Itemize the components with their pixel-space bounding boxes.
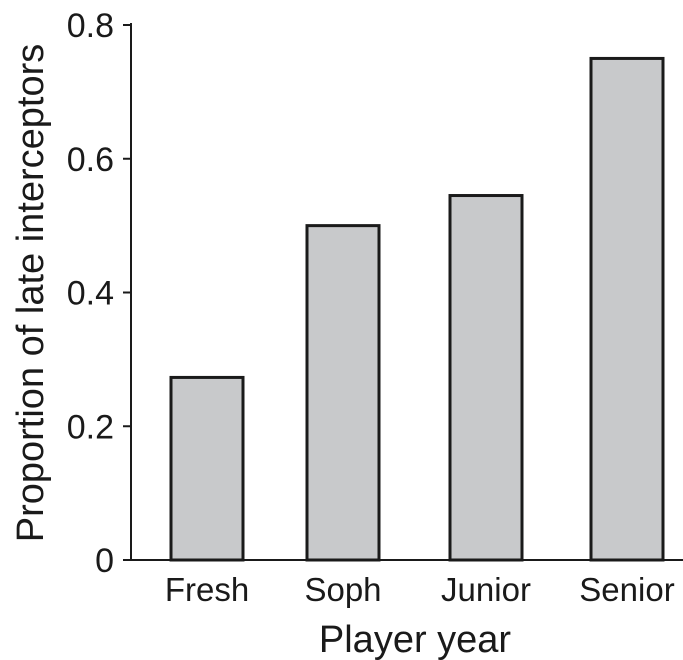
- y-ticks: 0 0.2 0.4 0.6 0.8: [67, 7, 131, 580]
- y-axis-title: Proportion of late interceptors: [10, 44, 52, 543]
- bar-senior: [589, 56, 665, 562]
- x-tick-label: Soph: [304, 571, 381, 608]
- y-tick-label: 0.6: [67, 141, 114, 179]
- x-tick-label: Fresh: [165, 571, 249, 608]
- y-tick-label: 0: [95, 542, 114, 580]
- bar-soph: [305, 224, 381, 562]
- x-tick-label: Senior: [579, 571, 674, 608]
- x-axis-title: Player year: [319, 619, 512, 660]
- x-tick-labels: Fresh Soph Junior Senior: [165, 571, 675, 608]
- bar-junior: [448, 194, 524, 562]
- x-tick-label: Junior: [441, 571, 531, 608]
- y-tick-label: 0.4: [67, 275, 114, 313]
- y-tick-label: 0.2: [67, 408, 114, 446]
- y-tick-label: 0.8: [67, 7, 114, 45]
- bar-fresh: [169, 375, 245, 562]
- bars: [169, 56, 665, 562]
